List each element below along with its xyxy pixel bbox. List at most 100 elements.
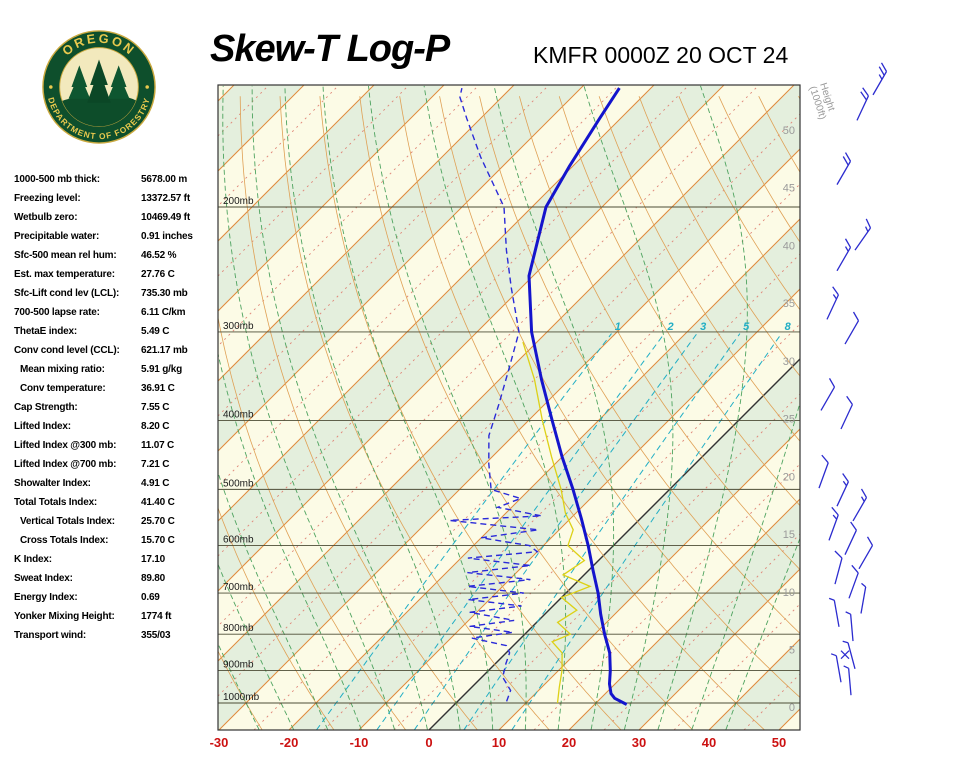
- stat-value: 5.91 g/kg: [141, 364, 182, 375]
- stat-row: Wetbulb zero: 10469.49 ft: [14, 208, 219, 227]
- temp-axis-tick: -20: [280, 735, 299, 750]
- isobars: 200mb 300mb 400mb 500mb 600mb 700mb 800mb 900mb…: [218, 196, 800, 704]
- stat-label: Precipitable water:: [14, 231, 100, 242]
- stat-value: 4.91 C: [141, 478, 170, 489]
- stat-row: Yonker Mixing Height: 1774 ft: [14, 607, 219, 626]
- height-axis-tick: 25: [783, 414, 795, 426]
- stat-value: 0.69: [141, 592, 160, 603]
- stat-label: K Index:: [14, 554, 52, 565]
- stat-label: Total Totals Index:: [14, 497, 98, 508]
- stat-row: K Index: 17.10: [14, 550, 219, 569]
- pressure-label: 400mb: [223, 410, 254, 421]
- stat-row: Cap Strength: 7.55 C: [14, 398, 219, 417]
- pressure-label: 600mb: [223, 535, 254, 546]
- odf-logo: OREGON DEPARTMENT OF FORESTRY: [42, 30, 156, 144]
- mixing-ratio-labels: 1 2 3 5 8: [615, 321, 792, 333]
- height-axis-tick: 45: [783, 183, 795, 195]
- sounding-traces: [449, 87, 628, 706]
- stat-row: Freezing level: 13372.57 ft: [14, 189, 219, 208]
- stat-value: 7.55 C: [141, 402, 170, 413]
- dewpoint-trace: [449, 87, 542, 702]
- stat-label: Sfc-Lift cond lev (LCL):: [14, 288, 120, 299]
- stat-row: Lifted Index @300 mb: 11.07 C: [14, 436, 219, 455]
- mixing-ratio-label: 1: [615, 321, 621, 333]
- stat-row: 1000-500 mb thick: 5678.00 m: [14, 170, 219, 189]
- temp-axis-labels: -30 -20 -10 0 10 20 30 40 50: [210, 735, 787, 750]
- stat-row: Est. max temperature: 27.76 C: [14, 265, 219, 284]
- mixing-ratio-label: 2: [667, 321, 674, 333]
- stat-row: Energy Index: 0.69: [14, 588, 219, 607]
- chart-frame: [217, 84, 801, 731]
- stat-value: 27.76 C: [141, 269, 175, 280]
- stat-value: 25.70 C: [141, 516, 175, 527]
- stat-label: Lifted Index @300 mb:: [14, 440, 117, 451]
- temp-axis-tick: -10: [350, 735, 369, 750]
- mixing-ratio-lines: [315, 333, 782, 730]
- stat-value: 13372.57 ft: [141, 193, 190, 204]
- logo-dot-right: [145, 85, 149, 89]
- pressure-label: 300mb: [223, 321, 254, 332]
- stat-label: Showalter Index:: [14, 478, 91, 489]
- stat-row: Vertical Totals Index: 25.70 C: [14, 512, 219, 531]
- page-title: Skew-T Log-P: [210, 28, 450, 70]
- mixing-ratio-label: 5: [743, 321, 750, 333]
- stat-value: 621.17 mb: [141, 345, 188, 356]
- stat-value: 5678.00 m: [141, 174, 188, 185]
- stat-row: Cross Totals Index: 15.70 C: [14, 531, 219, 550]
- stat-label: Freezing level:: [14, 193, 81, 204]
- stat-label: Energy Index:: [14, 592, 78, 603]
- stat-label: Cap Strength:: [14, 402, 78, 413]
- stat-label: 700-500 lapse rate:: [14, 307, 100, 318]
- stat-value: 6.11 C/km: [141, 307, 186, 318]
- height-axis-tick: 40: [783, 240, 795, 252]
- temp-axis-tick: 40: [702, 735, 716, 750]
- stat-row: Total Totals Index: 41.40 C: [14, 493, 219, 512]
- pressure-label: 800mb: [223, 623, 254, 634]
- stat-label: Sweat Index:: [14, 573, 73, 584]
- mixing-ratio-label: 3: [700, 321, 706, 333]
- stat-row: Sweat Index: 89.80: [14, 569, 219, 588]
- height-axis-tick: 0: [789, 702, 795, 714]
- stat-label: Lifted Index:: [14, 421, 71, 432]
- stat-label: ThetaE index:: [14, 326, 77, 337]
- temp-axis-tick: 50: [772, 735, 786, 750]
- stat-row: Lifted Index: 8.20 C: [14, 417, 219, 436]
- temperature-trace: [527, 87, 628, 706]
- stat-value: 735.30 mb: [141, 288, 188, 299]
- height-axis-tick: 5: [789, 644, 795, 656]
- stat-value: 10469.49 ft: [141, 212, 190, 223]
- stat-value: 355/03: [141, 630, 171, 641]
- mixing-ratio-label: 8: [785, 321, 792, 333]
- height-axis-tick: 10: [783, 587, 795, 599]
- temp-axis-tick: 10: [492, 735, 506, 750]
- temp-axis-tick: 0: [425, 735, 432, 750]
- wind-barbs: [818, 62, 888, 696]
- stat-value: 89.80: [141, 573, 166, 584]
- stat-row: ThetaE index: 5.49 C: [14, 322, 219, 341]
- stat-label: 1000-500 mb thick:: [14, 174, 100, 185]
- stat-value: 46.52 %: [141, 250, 177, 261]
- stat-row: Lifted Index @700 mb: 7.21 C: [14, 455, 219, 474]
- stat-row: Precipitable water: 0.91 inches: [14, 227, 219, 246]
- stat-row: Conv temperature: 36.91 C: [14, 379, 219, 398]
- moist-adiabats: [218, 85, 800, 730]
- stat-label: Est. max temperature:: [14, 269, 115, 280]
- stat-label: Sfc-500 mean rel hum:: [14, 250, 117, 261]
- logo-forest-scene: [59, 59, 139, 127]
- stat-label: Lifted Index @700 mb:: [14, 459, 117, 470]
- stat-row: Mean mixing ratio: 5.91 g/kg: [14, 360, 219, 379]
- stat-value: 1774 ft: [141, 611, 172, 622]
- stat-value: 11.07 C: [141, 440, 175, 451]
- stat-value: 5.49 C: [141, 326, 170, 337]
- stat-row: Transport wind: 355/03: [14, 626, 219, 645]
- wetbulb-trace: [522, 341, 592, 704]
- stat-value: 0.91 inches: [141, 231, 193, 242]
- isotherms: [218, 85, 800, 730]
- pressure-label: 700mb: [223, 582, 254, 593]
- stat-row: Showalter Index: 4.91 C: [14, 474, 219, 493]
- stat-label: Conv cond level (CCL):: [14, 345, 120, 356]
- temp-axis-tick: -30: [210, 735, 229, 750]
- pressure-label: 500mb: [223, 478, 254, 489]
